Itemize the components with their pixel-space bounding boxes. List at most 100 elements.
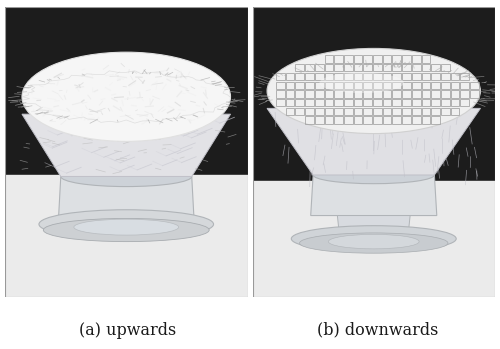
Bar [296, 73, 304, 80]
Polygon shape [310, 175, 437, 216]
Bar [422, 82, 430, 89]
Bar [364, 55, 372, 63]
Text: (a) upwards: (a) upwards [79, 321, 176, 339]
Bar [412, 64, 420, 72]
Bar [344, 116, 352, 124]
Bar [354, 55, 362, 63]
Bar [324, 64, 334, 72]
Bar [431, 82, 440, 89]
Bar [373, 116, 382, 124]
Bar [402, 64, 411, 72]
Bar [450, 99, 460, 106]
Bar [344, 90, 352, 97]
Bar [450, 90, 460, 97]
Bar [422, 107, 430, 115]
Bar [344, 107, 352, 115]
Bar [441, 99, 450, 106]
Bar [402, 55, 411, 63]
Bar [373, 99, 382, 106]
Bar [450, 107, 460, 115]
Bar [354, 64, 362, 72]
Bar [305, 99, 314, 106]
Bar [431, 73, 440, 80]
Bar [431, 116, 440, 124]
Polygon shape [22, 114, 231, 177]
Bar [392, 55, 401, 63]
Bar [276, 99, 285, 106]
Bar [392, 73, 401, 80]
Bar [392, 64, 401, 72]
Bar [412, 99, 420, 106]
Bar [392, 99, 401, 106]
Bar [402, 90, 411, 97]
Bar [324, 90, 334, 97]
Bar [364, 73, 372, 80]
Bar [334, 64, 343, 72]
Bar [334, 90, 343, 97]
Ellipse shape [328, 235, 419, 249]
Bar [422, 90, 430, 97]
Bar [364, 99, 372, 106]
Text: (b) downwards: (b) downwards [317, 321, 438, 339]
Bar [334, 73, 343, 80]
Bar [392, 82, 401, 89]
Bar [305, 90, 314, 97]
Bar [334, 55, 343, 63]
Bar [470, 82, 479, 89]
Bar [441, 107, 450, 115]
Bar [441, 90, 450, 97]
Bar [296, 107, 304, 115]
Bar [334, 116, 343, 124]
Bar [315, 90, 324, 97]
Bar [412, 82, 420, 89]
Bar [402, 116, 411, 124]
Bar [315, 82, 324, 89]
Bar [324, 55, 334, 63]
Bar [460, 90, 469, 97]
Bar [470, 90, 479, 97]
Bar [364, 116, 372, 124]
Bar [354, 99, 362, 106]
Ellipse shape [267, 49, 480, 134]
Bar [402, 82, 411, 89]
Bar [422, 64, 430, 72]
Bar [364, 82, 372, 89]
Bar [373, 64, 382, 72]
Bar [441, 73, 450, 80]
Bar [422, 73, 430, 80]
Bar [296, 82, 304, 89]
Bar [431, 64, 440, 72]
Bar [354, 107, 362, 115]
Bar [315, 116, 324, 124]
Ellipse shape [39, 210, 214, 239]
Bar [276, 73, 285, 80]
Bar [5, 7, 248, 175]
Bar [334, 82, 343, 89]
Bar [402, 99, 411, 106]
Bar [392, 90, 401, 97]
Bar [296, 99, 304, 106]
Bar [402, 107, 411, 115]
Bar [382, 64, 392, 72]
Bar [422, 55, 430, 63]
Bar [286, 99, 294, 106]
Bar [324, 116, 334, 124]
Bar [412, 90, 420, 97]
Bar [305, 107, 314, 115]
Bar [276, 90, 285, 97]
Bar [373, 107, 382, 115]
Bar [373, 73, 382, 80]
Bar [382, 116, 392, 124]
Bar [315, 107, 324, 115]
Bar [252, 181, 495, 297]
Bar [344, 82, 352, 89]
Bar [422, 116, 430, 124]
Ellipse shape [300, 233, 448, 253]
Bar [286, 90, 294, 97]
Bar [334, 99, 343, 106]
Ellipse shape [22, 52, 231, 141]
Ellipse shape [320, 73, 404, 93]
Bar [334, 107, 343, 115]
Bar [402, 73, 411, 80]
Bar [382, 82, 392, 89]
